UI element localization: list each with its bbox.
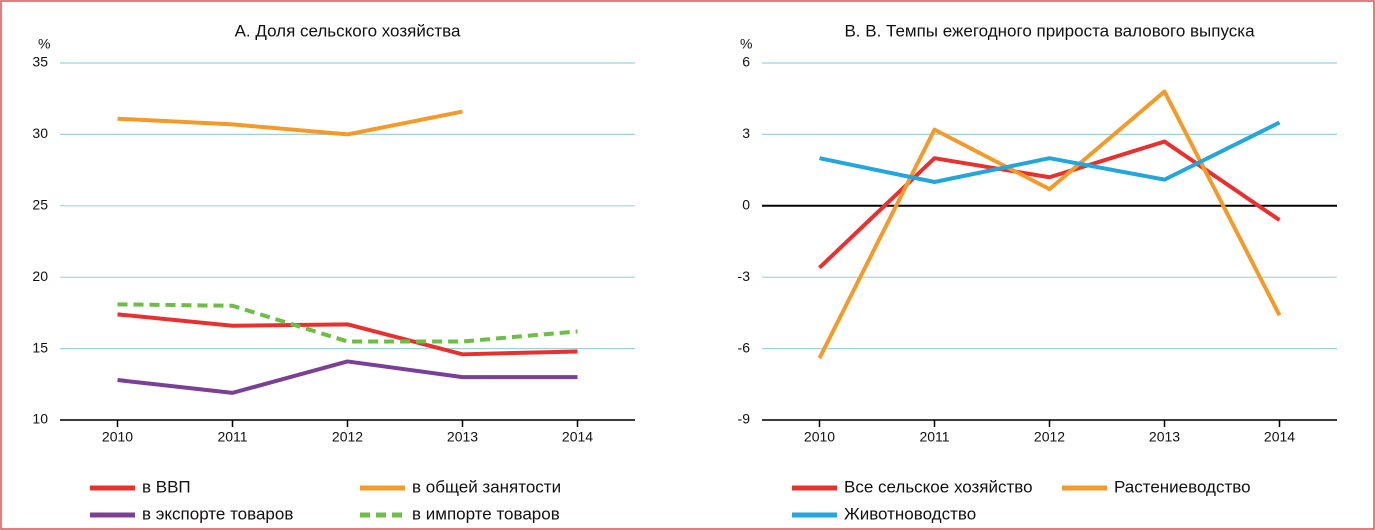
- y-axis-label: %: [740, 36, 752, 52]
- y-tick-label: 20: [32, 268, 48, 284]
- legend-label: в импорте товаров: [412, 504, 560, 523]
- x-tick-label: 2010: [804, 429, 835, 445]
- series-line: [117, 302, 578, 344]
- y-tick-label: 25: [32, 197, 48, 213]
- y-tick-label: 10: [32, 411, 48, 427]
- legend-label: в ВВП: [142, 477, 191, 496]
- x-tick-label: 2011: [919, 429, 949, 445]
- x-tick-label: 2010: [102, 429, 133, 445]
- series-line: [817, 89, 1282, 360]
- x-tick-label: 2013: [447, 429, 478, 445]
- legend-label: Растениеводство: [1114, 477, 1251, 496]
- series-line: [117, 359, 578, 395]
- y-tick-label: -9: [738, 411, 751, 427]
- legend-label: Животноводство: [844, 504, 976, 523]
- x-tick-label: 2014: [1264, 429, 1295, 445]
- series-line: [117, 312, 578, 357]
- y-tick-label: 0: [742, 197, 750, 213]
- y-tick-label: 6: [742, 54, 750, 70]
- x-tick-label: 2011: [217, 429, 247, 445]
- y-tick-label: 30: [32, 125, 48, 141]
- x-tick-label: 2013: [1149, 429, 1180, 445]
- y-axis-label: %: [38, 36, 50, 52]
- y-tick-label: 3: [742, 125, 750, 141]
- y-tick-label: -6: [738, 339, 751, 355]
- y-tick-label: 35: [32, 54, 48, 70]
- y-tick-label: 15: [32, 339, 48, 355]
- chart-title: А. Доля сельского хозяйства: [235, 21, 461, 40]
- legend-label: Все сельское хозяйство: [844, 477, 1033, 496]
- x-tick-label: 2014: [562, 429, 593, 445]
- series-line: [819, 120, 1281, 184]
- y-tick-label: -3: [738, 268, 751, 284]
- legend-label: в общей занятости: [412, 477, 561, 496]
- legend-label: в экспорте товаров: [142, 504, 293, 523]
- x-tick-label: 2012: [1034, 429, 1065, 445]
- x-tick-label: 2012: [332, 429, 363, 445]
- series-line: [117, 109, 463, 137]
- chart-title: В. В. Темпы ежегодного прироста валового…: [844, 21, 1255, 40]
